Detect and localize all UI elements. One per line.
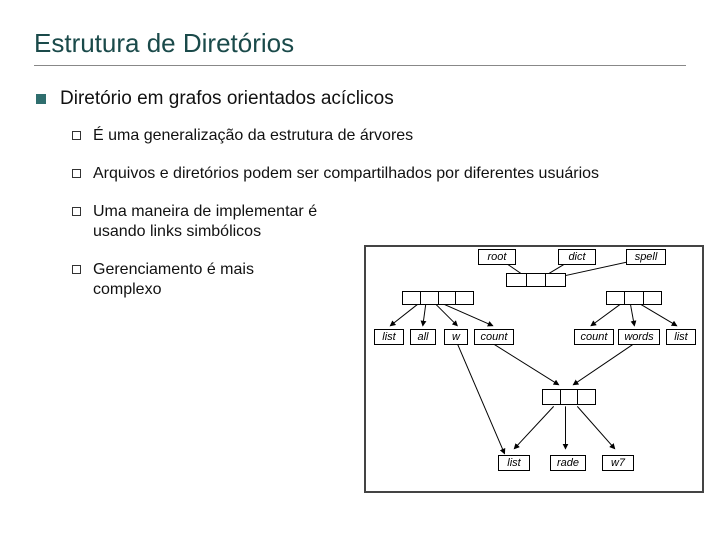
diagram-node-words: words	[618, 329, 660, 345]
bullet-level2-item: Arquivos e diretórios podem ser comparti…	[34, 164, 686, 184]
hollow-square-bullet-icon	[72, 169, 81, 178]
diagram-node-list: list	[498, 455, 530, 471]
slide-title: Estrutura de Diretórios	[34, 28, 686, 66]
diagram-node-root: root	[478, 249, 516, 265]
diagram-split-icon	[402, 291, 474, 305]
diagram-node-w: w	[444, 329, 468, 345]
diagram-node-list: list	[666, 329, 696, 345]
directory-graph-diagram: root dict spell list all w count count w…	[364, 245, 704, 493]
diagram-split-icon	[506, 273, 566, 287]
level2-text: Arquivos e diretórios podem ser comparti…	[93, 164, 599, 184]
diagram-node-count: count	[474, 329, 514, 345]
bullet-level2-item: Uma maneira de implementar é usando link…	[34, 202, 686, 242]
square-bullet-icon	[36, 94, 46, 104]
diagram-node-count: count	[574, 329, 614, 345]
diagram-node-spell: spell	[626, 249, 666, 265]
hollow-square-bullet-icon	[72, 131, 81, 140]
level1-text: Diretório em grafos orientados acíclicos	[60, 88, 394, 110]
diagram-split-icon	[542, 389, 596, 405]
diagram-node-rade: rade	[550, 455, 586, 471]
bullet-level1-item: Diretório em grafos orientados acíclicos	[34, 88, 686, 110]
diagram-node-all: all	[410, 329, 436, 345]
bullet-level2-item: É uma generalização da estrutura de árvo…	[34, 126, 686, 146]
diagram-node-list: list	[374, 329, 404, 345]
diagram-node-w7: w7	[602, 455, 634, 471]
level2-text: Gerenciamento é mais complexo	[93, 260, 323, 300]
level2-text: Uma maneira de implementar é usando link…	[93, 202, 353, 242]
hollow-square-bullet-icon	[72, 207, 81, 216]
level2-text: É uma generalização da estrutura de árvo…	[93, 126, 413, 146]
diagram-split-icon	[606, 291, 662, 305]
diagram-node-dict: dict	[558, 249, 596, 265]
hollow-square-bullet-icon	[72, 265, 81, 274]
